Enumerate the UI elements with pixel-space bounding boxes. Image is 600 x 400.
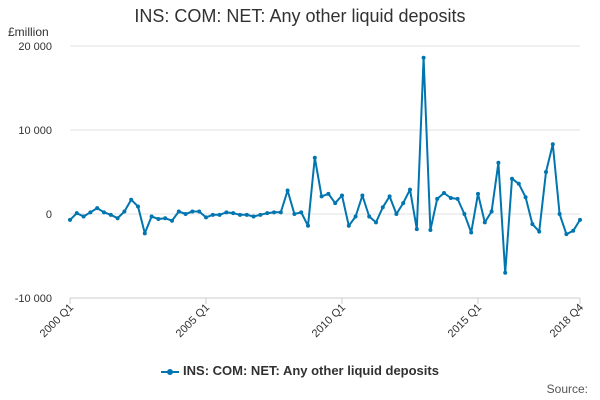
x-tick-label: 2005 Q1: [174, 302, 212, 340]
data-point[interactable]: [197, 209, 202, 214]
chart-title: INS: COM: NET: Any other liquid deposits: [134, 6, 466, 26]
data-point[interactable]: [448, 196, 453, 201]
data-point[interactable]: [564, 232, 569, 237]
data-point[interactable]: [95, 206, 100, 211]
data-point[interactable]: [88, 210, 93, 215]
data-point[interactable]: [544, 170, 548, 174]
data-point[interactable]: [462, 212, 467, 216]
data-point[interactable]: [306, 223, 310, 228]
data-point[interactable]: [312, 155, 317, 160]
data-point[interactable]: [408, 187, 412, 192]
x-tick-label: 2010 Q1: [310, 302, 348, 340]
data-point[interactable]: [122, 209, 127, 214]
data-point[interactable]: [510, 176, 514, 181]
data-point[interactable]: [244, 212, 249, 217]
legend-label: INS: COM: NET: Any other liquid deposits: [183, 363, 439, 378]
data-point[interactable]: [523, 195, 528, 200]
data-point[interactable]: [251, 214, 256, 219]
data-point[interactable]: [258, 212, 263, 217]
x-tick-label: 2015 Q1: [446, 302, 484, 340]
data-point[interactable]: [380, 205, 385, 210]
data-point[interactable]: [469, 230, 474, 235]
data-point[interactable]: [496, 160, 501, 165]
data-point[interactable]: [428, 227, 433, 232]
data-point[interactable]: [360, 193, 365, 198]
data-point[interactable]: [578, 217, 582, 222]
series-line: [68, 55, 582, 275]
x-axis: 2000 Q1 2005 Q1 2010 Q1 2015 Q1 2018 Q4: [38, 297, 586, 340]
data-point[interactable]: [156, 217, 161, 222]
data-point[interactable]: [401, 201, 406, 206]
data-point[interactable]: [333, 201, 338, 206]
data-point[interactable]: [265, 211, 270, 216]
source-label: Source:: [546, 382, 588, 396]
y-tick-label: 20 000: [18, 41, 52, 53]
data-point[interactable]: [516, 181, 521, 186]
data-point[interactable]: [238, 212, 242, 217]
data-point[interactable]: [503, 270, 508, 275]
data-point[interactable]: [489, 209, 494, 214]
data-point[interactable]: [319, 194, 324, 199]
data-point[interactable]: [340, 193, 344, 198]
data-point[interactable]: [149, 214, 154, 219]
data-point[interactable]: [224, 210, 229, 215]
data-point[interactable]: [217, 212, 222, 217]
data-point[interactable]: [210, 212, 215, 217]
data-point[interactable]: [482, 220, 487, 225]
y-tick-label: -10 000: [15, 293, 52, 305]
legend-swatch: [161, 367, 180, 377]
data-point[interactable]: [299, 210, 304, 215]
data-point[interactable]: [346, 223, 351, 228]
data-point[interactable]: [108, 212, 113, 217]
data-point[interactable]: [285, 188, 290, 193]
legend[interactable]: INS: COM: NET: Any other liquid deposits: [0, 363, 600, 378]
data-point[interactable]: [455, 196, 460, 201]
data-point[interactable]: [292, 212, 297, 216]
data-point[interactable]: [367, 214, 372, 219]
y-tick-label: 10 000: [18, 125, 52, 137]
data-point[interactable]: [129, 197, 134, 202]
data-point[interactable]: [74, 211, 79, 216]
data-point[interactable]: [442, 191, 446, 195]
data-point[interactable]: [170, 218, 174, 223]
data-point[interactable]: [326, 191, 331, 196]
x-tick-label: 2018 Q4: [548, 302, 586, 340]
data-point[interactable]: [374, 220, 378, 225]
y-axis-label: £million: [8, 25, 49, 39]
data-point[interactable]: [231, 211, 236, 216]
data-point[interactable]: [278, 210, 283, 215]
data-point[interactable]: [68, 217, 72, 222]
data-point[interactable]: [435, 196, 440, 201]
data-point[interactable]: [394, 212, 399, 216]
data-point[interactable]: [81, 214, 86, 219]
data-point[interactable]: [537, 229, 542, 234]
y-axis-ticks: -10 000 0 10 000 20 000: [15, 41, 52, 305]
data-point[interactable]: [190, 209, 195, 214]
data-point[interactable]: [550, 142, 555, 147]
data-point[interactable]: [476, 191, 480, 196]
data-point[interactable]: [142, 231, 147, 236]
series-line-path: [69, 56, 581, 274]
data-point[interactable]: [204, 215, 208, 220]
data-point[interactable]: [530, 222, 535, 227]
data-point[interactable]: [272, 210, 276, 215]
data-point[interactable]: [353, 214, 358, 219]
data-point[interactable]: [115, 216, 120, 221]
data-point[interactable]: [183, 212, 188, 216]
data-point[interactable]: [421, 55, 426, 60]
data-point[interactable]: [163, 216, 168, 221]
data-point[interactable]: [136, 204, 140, 209]
data-point[interactable]: [102, 210, 106, 215]
data-point[interactable]: [557, 212, 562, 216]
data-point[interactable]: [176, 209, 181, 214]
data-point[interactable]: [414, 227, 419, 232]
data-point[interactable]: [571, 228, 576, 233]
x-tick-label: 2000 Q1: [38, 302, 76, 340]
data-point[interactable]: [387, 194, 392, 199]
y-tick-label: 0: [46, 209, 52, 221]
